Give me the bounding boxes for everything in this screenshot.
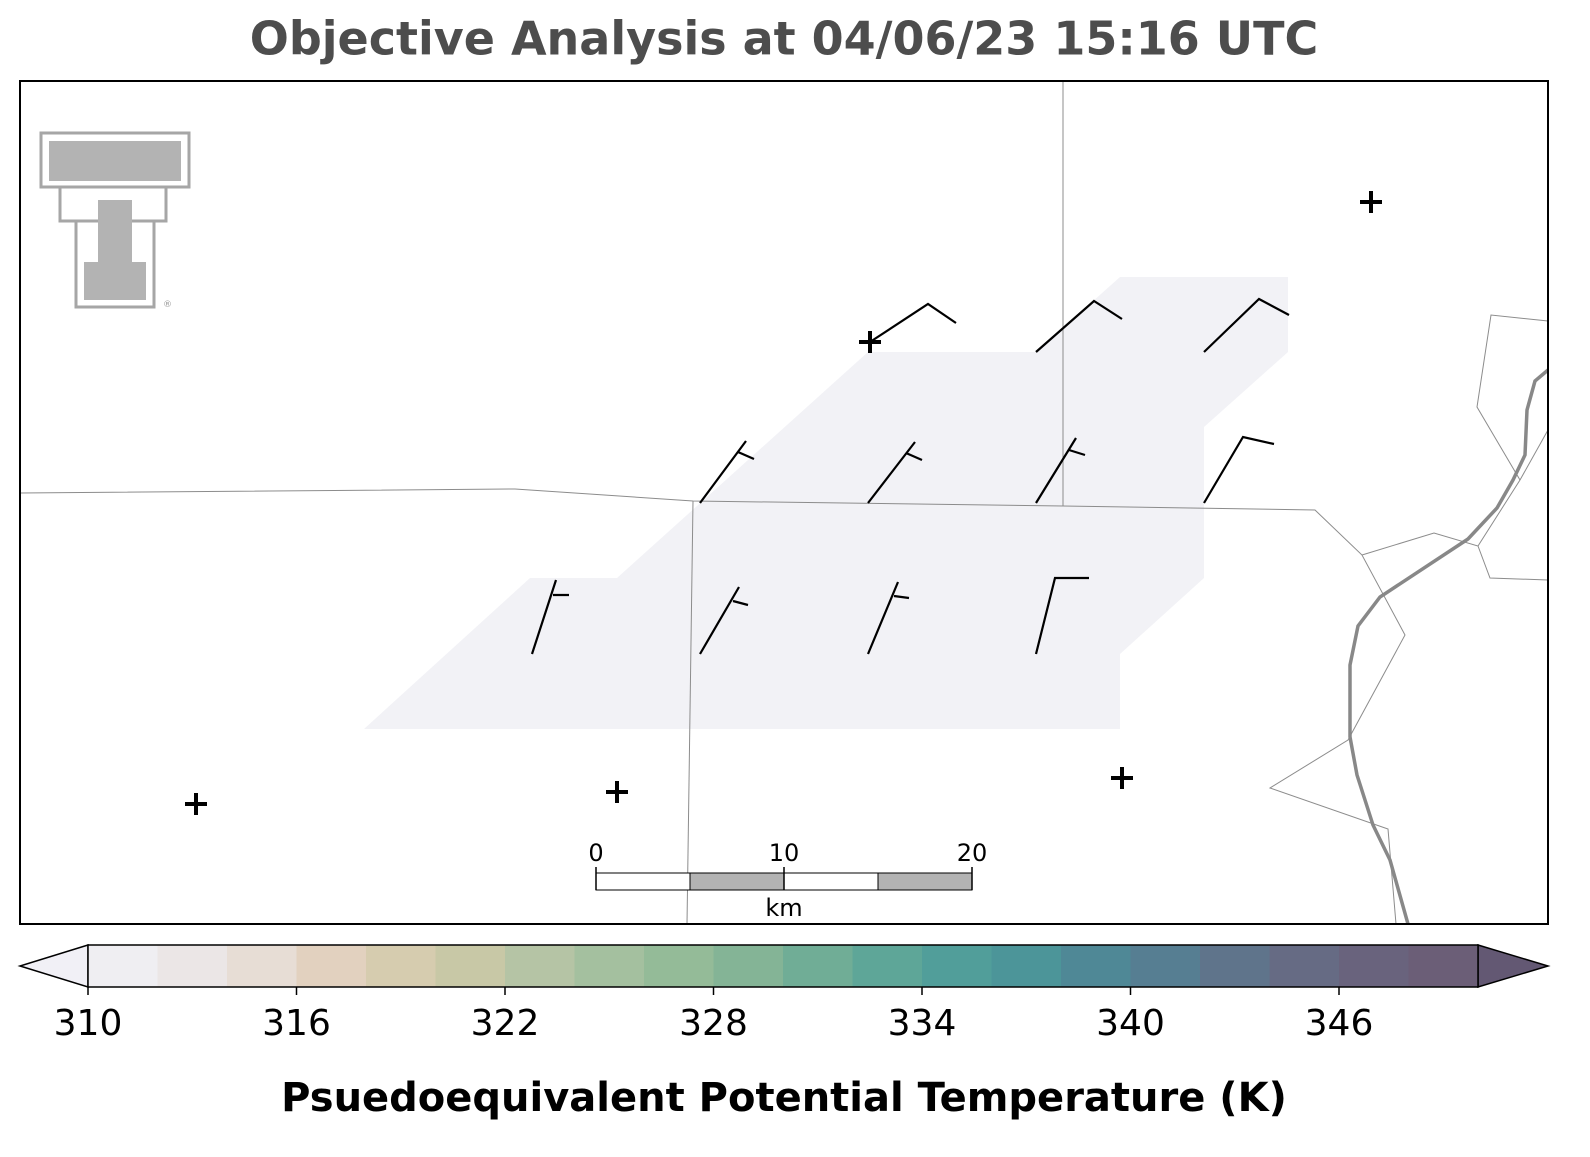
colorbar-tick-label: 346 <box>1305 1003 1374 1044</box>
boundary <box>686 500 694 925</box>
colorbar-bin <box>1269 945 1340 987</box>
colorbar-bin <box>505 945 575 987</box>
colorbar-tick-label: 322 <box>471 1003 540 1044</box>
wind-barb <box>1203 435 1275 504</box>
colorbar-bin <box>1061 945 1131 987</box>
scale-segment <box>783 872 879 891</box>
title: Objective Analysis at 04/06/23 15:16 UTC <box>250 12 1319 66</box>
boundary <box>1476 314 1549 481</box>
logo-mark: ® <box>163 300 172 310</box>
logo: ® <box>39 131 191 310</box>
colorbar-bin <box>991 945 1062 987</box>
colorbar-bin <box>644 945 714 987</box>
colorbar-extend-over <box>1477 943 1551 989</box>
wind-barb <box>867 441 923 504</box>
station-marker <box>606 781 628 803</box>
scale-segment <box>689 872 785 891</box>
colorbar-tick-label: 316 <box>262 1003 331 1044</box>
scale-tick-label: 0 <box>588 839 603 867</box>
wind-barb <box>699 586 749 655</box>
colorbar-label: Psuedoequivalent Potential Temperature (… <box>281 1075 1287 1121</box>
wind-barb <box>1035 299 1123 353</box>
stations <box>185 191 1382 815</box>
colorbar-bin <box>88 945 158 987</box>
scale-unit: km <box>765 894 802 922</box>
colorbar-tick-label: 340 <box>1096 1003 1165 1044</box>
colorbar-bin <box>227 945 297 987</box>
colorbar-bin <box>1408 945 1479 987</box>
logo-shape <box>49 141 181 181</box>
station-marker <box>1111 767 1133 789</box>
colorbar-tick-label: 328 <box>679 1003 748 1044</box>
scale-tick-label: 10 <box>769 839 800 867</box>
colorbar-frame <box>87 944 1479 988</box>
colorbar-tick-label: 334 <box>888 1003 957 1044</box>
colorbar-bin <box>296 945 367 987</box>
station-marker <box>859 331 881 353</box>
scale-segment <box>595 872 691 891</box>
station-marker <box>1360 191 1382 213</box>
colorbar-bin <box>435 945 506 987</box>
scale-tick-label: 20 <box>957 839 988 867</box>
river <box>1348 368 1550 925</box>
map-frame <box>19 80 1549 925</box>
scale-bar: 0 10 20 km <box>588 839 987 922</box>
colorbar-bin <box>574 945 645 987</box>
map: ® 0 10 20 km <box>19 80 1550 925</box>
colorbar-bin <box>922 945 992 987</box>
wind-barb <box>869 302 957 343</box>
colorbar-tick-label: 310 <box>54 1003 123 1044</box>
wind-barb <box>699 440 755 504</box>
wind-barb <box>1203 297 1290 353</box>
colorbar-bin <box>1130 945 1201 987</box>
wind-barb <box>1034 576 1089 655</box>
colorbar-bin <box>1339 945 1409 987</box>
colorbar-bin <box>157 945 228 987</box>
wind-barb <box>866 581 910 655</box>
colorbar: 310 316 322 328 334 340 346 <box>17 943 1551 1044</box>
colorbar-bin <box>852 945 923 987</box>
wind-barbs <box>530 297 1290 655</box>
station-marker <box>185 793 207 815</box>
colorbar-bin <box>783 945 853 987</box>
scale-segment <box>877 872 973 891</box>
colorbar-extend-under <box>17 943 89 989</box>
wind-barb <box>530 579 569 655</box>
colorbar-bin <box>713 945 784 987</box>
logo-shape <box>84 262 146 300</box>
colorbar-bin <box>1200 945 1270 987</box>
colorbar-bin <box>366 945 436 987</box>
wind-barb <box>1035 437 1086 504</box>
